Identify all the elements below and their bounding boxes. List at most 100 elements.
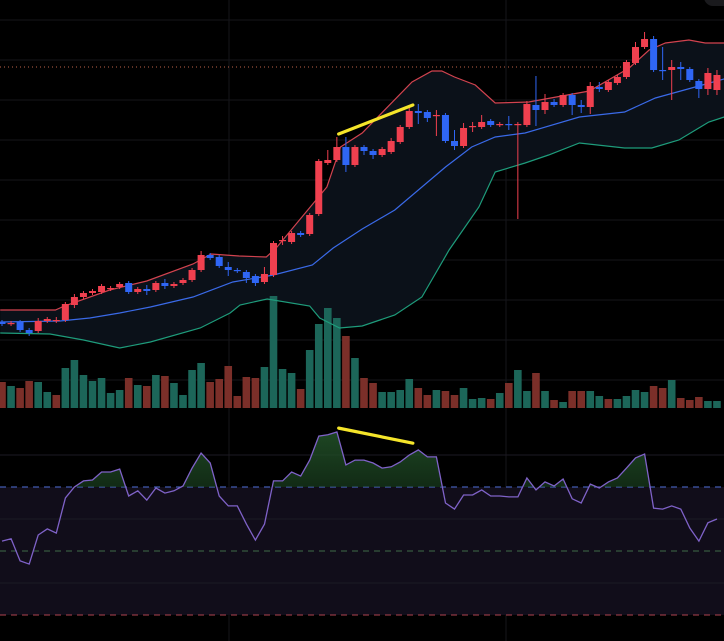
bollinger-band-fill [0,40,724,348]
candle-body [34,321,42,331]
volume-bar [622,396,631,408]
volume-bar [559,402,567,408]
bollinger-upper-line [0,39,724,311]
volume-bar [631,390,640,408]
candle-up [152,281,160,292]
candle-body [251,276,259,283]
candle-up [270,241,277,277]
candle-down [423,110,431,122]
candle-down [251,274,259,286]
candle-body [532,105,540,110]
candle-up [134,287,142,294]
candle-body [604,82,612,90]
volume-bar [595,396,604,408]
candle-body [206,255,214,258]
candle-body [704,73,712,89]
volume-bar [704,401,712,408]
candle-body [622,62,630,77]
volume-bar [387,392,395,408]
candle-up [396,125,404,144]
candle-up [405,105,413,129]
candle-body [641,39,649,47]
volume-bar [523,391,531,408]
candle-up [469,122,477,132]
volume-bar [713,401,721,408]
volume-bar [613,399,622,408]
candle-body [89,291,96,293]
volume-bar [649,386,658,408]
candle-down [532,76,540,126]
candle-body [613,77,621,83]
candle-down [143,285,151,295]
candle-body [559,95,567,105]
candle-up [432,110,440,136]
candle-body [324,160,332,163]
candle-body [7,323,15,325]
volume-bar [52,395,61,408]
candle-body [215,257,223,266]
candle-body [61,304,69,320]
candle-body [43,319,51,321]
candle-up [668,60,676,100]
candle-up [586,82,594,114]
bollinger-lower-line [0,116,724,349]
candle-up [288,231,296,244]
candle-down [595,82,603,92]
candle-down [505,116,513,130]
volume-bar [468,399,477,408]
candle-body [595,87,603,89]
volume-bar [441,391,450,408]
candle-down [224,262,232,276]
candle-up [188,268,196,282]
candle-up [34,318,42,333]
candle-down [650,36,658,72]
volume-bar [188,370,196,408]
candle-body [16,322,24,330]
candle-down [550,99,558,107]
candle-body [541,102,549,110]
candle-up [523,101,531,127]
volume-bar [16,388,24,408]
candle-up [279,236,287,245]
corner-button[interactable] [704,0,724,6]
volume-bar [658,388,667,408]
candle-body [98,286,106,292]
candle-down [487,119,495,127]
candle-body [306,215,314,234]
volume-bar [505,383,513,408]
candle-up [333,137,341,162]
candle-down [16,320,24,332]
volume-bar [215,379,223,408]
volume-bar [97,378,106,408]
volume-bar [269,296,278,408]
volume-bar [640,392,649,408]
volume-bar [351,358,359,408]
candle-body [405,111,413,127]
volume-bar [477,398,486,408]
volume-bar [70,360,79,408]
candle-down [659,47,667,80]
volume-bar [197,363,205,408]
candle-body [233,270,241,272]
candle-up [351,145,359,167]
candle-up [306,213,314,236]
candle-up [61,302,69,322]
candle-body [342,147,350,165]
candle-body [260,274,268,282]
candle-up [98,284,106,294]
volume-bar [405,379,414,408]
candle-up [89,289,96,295]
candle-up [387,138,395,154]
candle-up [70,294,78,308]
volume-bar [106,393,115,408]
candle-body [568,95,576,105]
candle-body [52,320,60,322]
candle-body [668,67,676,70]
volume-bar [369,383,377,408]
candle-up [7,321,15,326]
volume-bar [432,390,441,408]
candle-up [460,123,468,148]
candle-body [496,124,504,126]
volume-bar [414,388,423,408]
